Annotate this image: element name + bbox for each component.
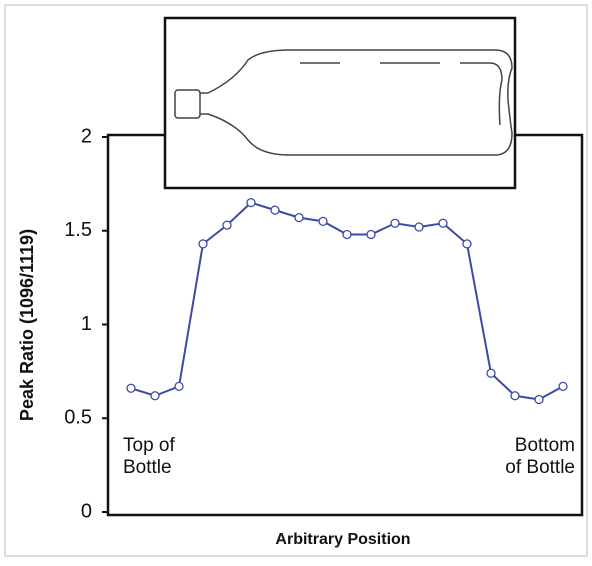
data-point [414, 222, 424, 232]
y-tick-label: 1.5 [64, 219, 92, 241]
data-point [150, 391, 160, 401]
annotation: Bottom [515, 435, 575, 456]
y-tick-label: 2 [81, 125, 92, 147]
data-point [198, 239, 208, 249]
annotation: Bottle [123, 457, 172, 478]
data-point [342, 229, 352, 240]
data-point [126, 383, 136, 393]
data-point [558, 381, 568, 392]
data-point [390, 218, 400, 228]
data-point [222, 220, 232, 230]
annotation: Top of [123, 435, 175, 456]
data-point [174, 381, 184, 392]
data-point [462, 239, 472, 249]
data-point [318, 216, 328, 227]
y-tick-label: 1 [81, 313, 92, 335]
inset-box [163, 16, 517, 190]
x-axis-label: Arbitrary Position [275, 531, 410, 548]
data-point [270, 205, 280, 215]
data-point [246, 197, 256, 208]
y-tick-label: 0.5 [64, 407, 92, 429]
data-point [534, 394, 544, 405]
annotation: of Bottle [505, 457, 575, 478]
bottle-inset [163, 16, 517, 190]
data-point [510, 391, 520, 401]
bottle-cap [174, 89, 201, 119]
y-tick-label: 0 [81, 500, 92, 522]
data-point [294, 212, 304, 223]
data-point [486, 368, 496, 378]
bottle-outline [200, 49, 513, 156]
bottle-highlight [300, 62, 503, 126]
y-axis-label: Peak Ratio (1096/1119) [17, 229, 37, 421]
data-point [438, 218, 448, 228]
data-point [366, 229, 376, 240]
